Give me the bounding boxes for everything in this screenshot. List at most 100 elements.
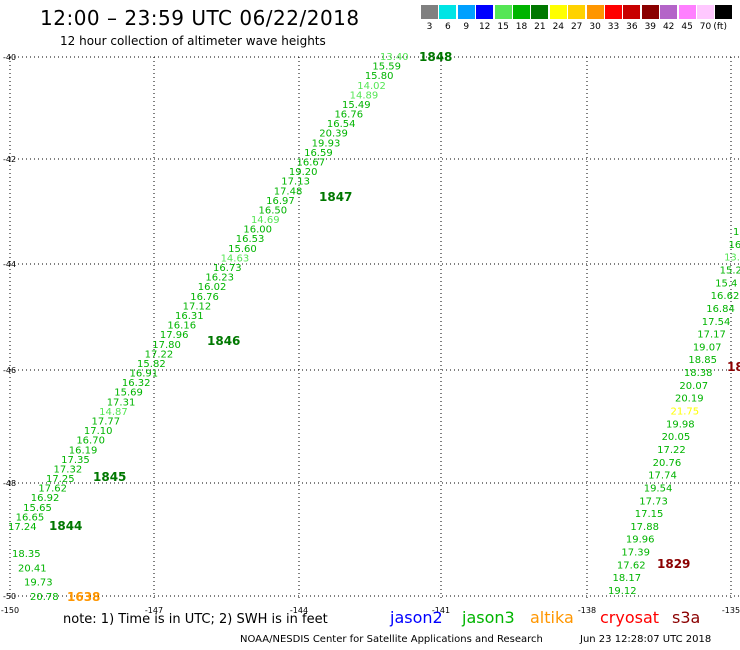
legend-label: 12: [478, 22, 491, 32]
wave-height-label: 16.02: [198, 282, 227, 293]
footer-note: note: 1) Time is in UTC; 2) SWH is in fe…: [63, 612, 328, 627]
wave-height-label: 19.07: [693, 342, 722, 353]
legend-swatch: [641, 5, 659, 19]
wave-height-label: 20.05: [662, 432, 691, 443]
legend-label: 36: [626, 22, 638, 32]
satellite-jason3: jason3: [462, 608, 515, 627]
wave-height-label: 16.53: [236, 234, 265, 245]
wave-height-label: 19.93: [312, 138, 341, 149]
wave-height-label: 18.85: [688, 355, 717, 366]
legend-swatch: [605, 5, 622, 19]
legend-swatch: [513, 5, 530, 19]
legend-label: 27: [570, 22, 583, 32]
wave-height-label: 17.48: [274, 186, 303, 197]
latitude-label: -46: [3, 366, 16, 375]
time-marker: 1638: [67, 590, 100, 604]
legend-swatch: [586, 5, 604, 19]
wave-height-label: 16.16: [167, 321, 196, 332]
longitude-label: -138: [578, 606, 596, 615]
legend-label: 45: [681, 22, 693, 32]
wave-height-label: 16.91: [129, 369, 158, 380]
wave-height-label: 20.78: [30, 592, 59, 603]
wave-height-label: 16.67: [296, 158, 325, 169]
time-marker: 1848: [419, 50, 452, 64]
wave-height-label: 14.69: [251, 215, 280, 226]
wave-height-label: 19.20: [289, 167, 318, 178]
wave-height-label: 19.96: [626, 535, 655, 546]
latitude-label: -40: [3, 53, 16, 62]
latitude-label: -42: [3, 155, 16, 164]
wave-height-label: 15.80: [365, 71, 394, 82]
wave-height-label: 19.54: [644, 483, 673, 494]
legend-label: 21: [534, 22, 546, 32]
wave-height-label: 15.4: [715, 278, 737, 289]
wave-height-label: 16.31: [175, 311, 204, 322]
wave-height-label: 16.84: [706, 304, 735, 315]
wave-height-label: 20.76: [653, 458, 682, 469]
wave-height-label: 17.15: [635, 509, 664, 520]
legend-swatch: [568, 5, 586, 19]
legend-swatch: [531, 5, 549, 19]
legend-swatch: [421, 5, 438, 19]
legend-swatch: [678, 5, 696, 19]
wave-height-label: 15.82: [137, 359, 166, 370]
wave-height-label: 17.17: [697, 330, 726, 341]
wave-height-label: 15.65: [23, 503, 52, 514]
wave-height-label: 21.75: [671, 407, 700, 418]
wave-height-label: 16.59: [304, 148, 333, 159]
wave-height-label: 17.12: [183, 301, 212, 312]
wave-height-label: 17.62: [38, 484, 67, 495]
wave-height-label: 17.96: [160, 330, 189, 341]
legend-swatch: [623, 5, 641, 19]
legend-label: 70: [699, 22, 712, 32]
wave-height-label: 19.12: [608, 586, 637, 597]
legend-swatch: [439, 5, 457, 19]
legend-label: 24: [552, 22, 565, 32]
legend-swatch: [715, 5, 733, 19]
wave-height-label: 20.39: [319, 129, 348, 140]
wave-height-label: 17.73: [639, 496, 668, 507]
generated-timestamp: Jun 23 12:28:07 UTC 2018: [580, 634, 712, 645]
latitude-label: -44: [3, 260, 16, 269]
wave-height-label: 13.40: [380, 52, 409, 63]
wave-height-label: 20.41: [18, 563, 47, 574]
latitude-label: -48: [3, 479, 16, 488]
wave-height-label: 17.24: [8, 522, 37, 533]
wave-height-label: 14.89: [350, 90, 379, 101]
wave-height-label: 16.70: [76, 436, 105, 447]
legend-swatch: [549, 5, 567, 19]
wave-height-label: 16.76: [190, 292, 219, 303]
credit-text: NOAA/NESDIS Center for Satellite Applica…: [240, 634, 543, 645]
wave-height-label: 18.38: [684, 368, 713, 379]
wave-height-label: 17.54: [702, 317, 731, 328]
satellite-cryosat: cryosat: [600, 608, 660, 627]
longitude-label: -141: [432, 606, 450, 615]
legend-label: 42: [662, 22, 675, 32]
wave-height-label: 16.62: [711, 291, 740, 302]
legend-swatch: [457, 5, 475, 19]
wave-height-label: 16.00: [243, 225, 272, 236]
wave-height-label: 17.74: [648, 471, 677, 482]
wave-height-label: 19.73: [24, 578, 53, 589]
legend-label: 39: [644, 22, 657, 32]
legend-swatch: [476, 5, 494, 19]
page-subtitle: 12 hour collection of altimeter wave hei…: [60, 34, 326, 48]
wave-height-label: 16.76: [334, 110, 363, 121]
time-marker: 1844: [49, 519, 82, 533]
wave-height-label: 16.65: [16, 512, 45, 523]
wave-height-label: 17.13: [281, 177, 310, 188]
page-title: 12:00 – 23:59 UTC 06/22/2018: [40, 6, 360, 30]
wave-height-label: 17.88: [630, 522, 659, 533]
satellite-altika: altika: [530, 608, 574, 627]
wave-height-label: 18.35: [12, 549, 41, 560]
satellite-jason2: jason2: [390, 608, 443, 627]
wave-height-label: 16: [729, 240, 740, 251]
wave-height-label: 16.50: [259, 205, 288, 216]
wave-height-label: 13.2: [724, 253, 740, 264]
legend-label: 3: [426, 22, 433, 32]
legend-swatch: [494, 5, 512, 19]
wave-height-label: 16.73: [213, 263, 242, 274]
wave-height-label: 16.97: [266, 196, 295, 207]
legend-label: 30: [589, 22, 601, 32]
wave-height-label: 16.92: [31, 493, 60, 504]
